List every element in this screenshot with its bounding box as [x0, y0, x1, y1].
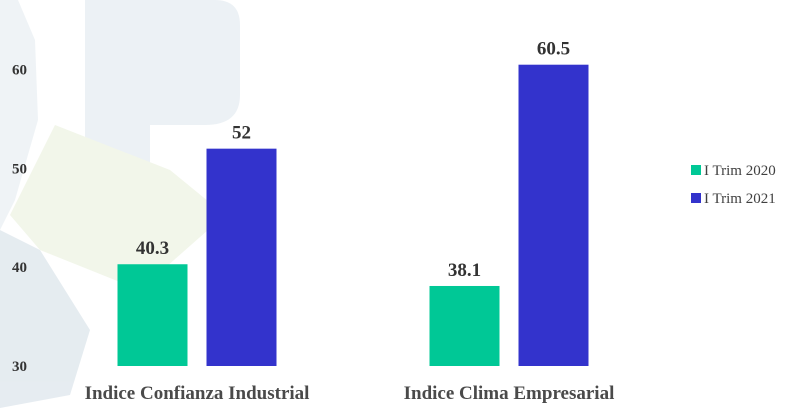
x-tick-label: Indice Confianza Industrial — [85, 383, 310, 404]
y-axis-ticks: 30 40 50 60 — [12, 63, 27, 375]
y-tick-label: 40 — [12, 260, 27, 276]
bar — [518, 64, 589, 367]
y-tick-label: 30 — [12, 359, 27, 375]
y-tick-label: 60 — [12, 63, 27, 79]
x-tick-label: Indice Clima Empresarial — [404, 383, 615, 404]
data-label: 40.3 — [136, 238, 169, 259]
bar — [429, 285, 500, 366]
y-tick-label: 50 — [12, 161, 27, 177]
data-label: 38.1 — [448, 260, 481, 281]
legend-swatch — [691, 165, 701, 175]
legend-label: I Trim 2021 — [704, 191, 776, 207]
bars-group — [117, 64, 589, 367]
bar — [117, 264, 188, 366]
data-label: 60.5 — [537, 39, 570, 60]
value-labels-group: 40.3 52 38.1 60.5 — [136, 39, 570, 281]
background-watermark — [0, 0, 240, 408]
legend: I Trim 2020 I Trim 2021 — [691, 163, 776, 207]
legend-swatch — [691, 193, 701, 203]
bar — [206, 148, 277, 366]
data-label: 52 — [232, 123, 251, 144]
legend-label: I Trim 2020 — [704, 163, 776, 179]
x-axis-labels: Indice Confianza Industrial Indice Clima … — [85, 383, 615, 404]
